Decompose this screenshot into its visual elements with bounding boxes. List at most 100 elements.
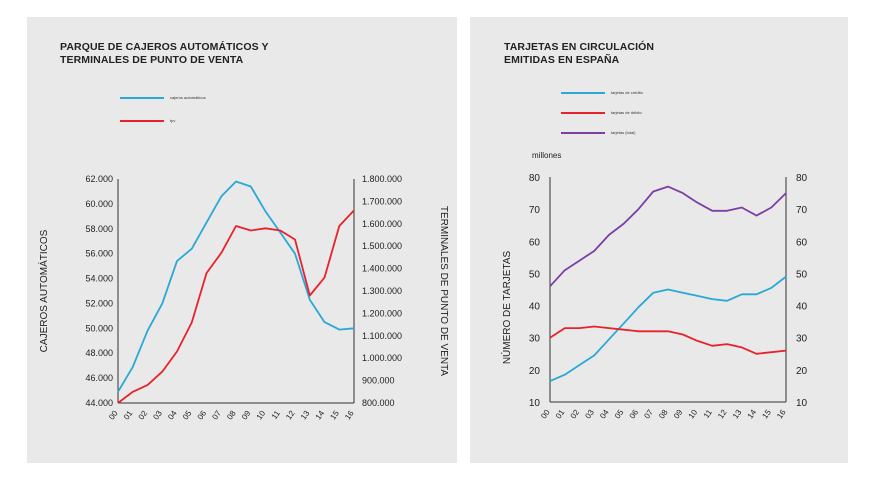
unit-label: millones [532,151,562,160]
y-tick-label-left: 50.000 [85,323,113,333]
y-tick-label-left: 10 [529,398,541,409]
legend-label-credito: tarjetas de crédito [611,90,643,95]
y-tick-label-right: 800.000 [362,398,395,408]
chart-panel-tarjetas: TARJETAS EN CIRCULACIÓN EMITIDAS EN ESPA… [470,17,848,463]
x-tick-label: 13 [731,408,744,421]
x-tick-label: 07 [210,409,223,422]
y-tick-label-right: 1.800.000 [362,174,402,184]
x-tick-label: 01 [554,408,567,421]
series-line-tarjetas-de-credito [549,275,787,382]
x-tick-label: 16 [343,409,356,422]
y-tick-label-right: 30 [796,334,808,345]
y-tick-label-left: 70 [529,205,541,216]
x-tick-label: 15 [760,408,773,421]
x-tick-label: 04 [598,408,611,421]
x-tick-label: 09 [672,408,685,421]
x-tick-label: 15 [328,409,341,422]
x-tick-label: 10 [255,409,268,422]
y-tick-label-right: 10 [796,398,808,409]
chart-plot-cajeros: 44.000 46.000 48.000 50.000 52.000 54.000 56.0… [37,174,449,422]
chart-title-line2: TERMINALES DE PUNTO DE VENTA [60,54,244,66]
y-axis-title-left: NÚMERO DE TARJETAS [500,251,513,365]
series-line-tarjetas-de-debito [549,325,787,355]
chart-title-line1: TARJETAS EN CIRCULACIÓN [504,41,655,53]
x-tick-label: 06 [196,409,209,422]
y-tick-label-left: 46.000 [85,373,113,383]
x-tick-label: 12 [284,409,297,422]
y-tick-label-right: 1.300.000 [362,286,402,296]
x-tick-label: 14 [746,408,759,421]
legend-swatch-total [561,132,605,134]
series-line-tarjetas-total [549,185,787,287]
y-tick-label-right: 20 [796,366,808,377]
y-tick-label-right: 60 [796,237,808,248]
x-tick-label: 05 [181,409,194,422]
y-tick-label-right: 70 [796,205,808,216]
legend-label-cajeros: cajeros automáticos [170,95,206,100]
x-tick-label: 13 [299,409,312,422]
series-line-cajeros-automaticos [117,180,355,393]
y-tick-label-right: 1.700.000 [362,196,402,206]
y-tick-label-right: 1.600.000 [362,219,402,229]
y-tick-label-right: 80 [796,173,808,184]
y-tick-label-left: 20 [529,366,541,377]
y-tick-label-right: 1.200.000 [362,308,402,318]
x-tick-label: 05 [613,408,626,421]
x-tick-label: 11 [270,409,282,421]
legend-label-tpv: tpv [170,118,176,123]
y-tick-label-left: 52.000 [85,298,113,308]
legend-label-debito: tarjetas de débito [611,110,642,115]
x-tick-label: 07 [642,408,655,421]
legend-swatch-tpv [120,120,164,122]
legend-label-total: tarjetas (total) [611,130,636,135]
x-tick-label: 01 [122,409,135,422]
x-tick-label: 00 [539,408,552,421]
y-tick-label-right: 1.500.000 [362,241,402,251]
y-tick-label-left: 48.000 [85,348,113,358]
chart-plot-tarjetas: 10 10 20 20 30 30 40 40 50 50 60 60 70 70 80 80 00 01 02 03… [500,173,808,421]
x-tick-label: 09 [240,409,253,422]
y-tick-label-left: 56.000 [85,249,113,259]
x-tick-label: 11 [702,408,714,420]
y-tick-label-left: 30 [529,334,541,345]
x-tick-label: 03 [151,409,164,422]
x-tick-label: 14 [314,409,327,422]
chart-panel-cajeros: PARQUE DE CAJEROS AUTOMÁTICOS Y TERMINAL… [27,17,457,463]
y-axis-title-right: TERMINALES DE PUNTO DE VENTA [438,206,449,377]
legend-swatch-cajeros [120,97,164,99]
y-tick-label-right: 900.000 [362,376,395,386]
y-tick-label-right: 40 [796,302,808,313]
chart-title-line2: EMITIDAS EN ESPAÑA [504,54,620,66]
y-tick-label-right: 1.000.000 [362,353,402,363]
y-tick-label-left: 62.000 [85,174,113,184]
y-tick-label-left: 44.000 [85,398,113,408]
y-tick-label-right: 1.100.000 [362,331,402,341]
y-tick-label-left: 40 [529,302,541,313]
x-tick-label: 16 [775,408,788,421]
legend-swatch-debito [561,112,605,114]
y-tick-label-left: 54.000 [85,274,113,284]
y-tick-label-left: 80 [529,173,541,184]
y-tick-label-left: 60 [529,237,541,248]
x-tick-label: 02 [569,408,582,421]
y-tick-label-right: 1.400.000 [362,264,402,274]
x-tick-label: 03 [583,408,596,421]
y-tick-label-left: 50 [529,269,541,280]
y-tick-label-left: 58.000 [85,224,113,234]
legend-swatch-credito [561,92,605,94]
x-tick-label: 02 [137,409,150,422]
chart-title: TARJETAS EN CIRCULACIÓN EMITIDAS EN ESPA… [504,41,654,67]
x-tick-label: 04 [166,409,179,422]
x-tick-label: 00 [107,409,120,422]
series-line-tpv [117,209,355,404]
y-tick-label-right: 50 [796,269,808,280]
chart-title: PARQUE DE CAJEROS AUTOMÁTICOS Y TERMINAL… [60,41,269,67]
x-tick-label: 06 [628,408,641,421]
y-tick-label-left: 60.000 [85,199,113,209]
x-tick-label: 10 [687,408,700,421]
x-tick-label: 12 [716,408,729,421]
x-tick-label: 08 [225,409,238,422]
x-tick-label: 08 [657,408,670,421]
chart-title-line1: PARQUE DE CAJEROS AUTOMÁTICOS Y [60,41,269,53]
y-axis-title-left: CAJEROS AUTOMÁTICOS [37,229,50,352]
